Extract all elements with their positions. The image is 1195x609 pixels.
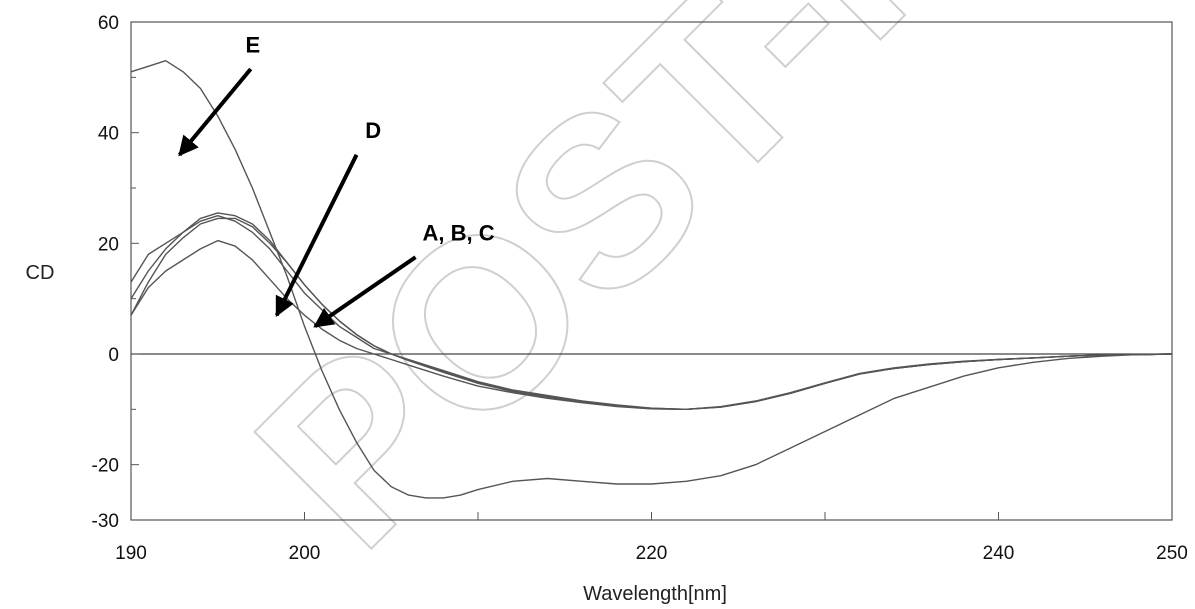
- chart-annotation-layer: E D A, B, C: [178, 32, 495, 328]
- y-tick-label: -30: [92, 511, 119, 532]
- x-tick-label: 190: [115, 543, 147, 564]
- series-line-5: [130, 239, 1173, 410]
- annotation-label-1: E: [246, 32, 261, 57]
- annotation-label-2: D: [365, 118, 381, 143]
- annotation-label-3: A, B, C: [422, 221, 494, 246]
- x-tick-label: 220: [636, 543, 668, 564]
- y-tick-label: -20: [92, 456, 119, 477]
- y-tick-label: 20: [98, 234, 119, 255]
- annotation-arrow-1: [178, 67, 253, 157]
- chart-series-layer: [130, 60, 1173, 499]
- x-tick-label: 200: [289, 543, 321, 564]
- y-tick-label: 40: [98, 124, 119, 145]
- series-line-1: [130, 60, 1173, 499]
- x-tick-label: 240: [983, 543, 1015, 564]
- annotation-arrow-2: [274, 153, 359, 318]
- annotation-arrow-3: [313, 255, 417, 328]
- x-axis-label: Wavelength[nm]: [583, 583, 727, 605]
- y-tick-label: 0: [108, 345, 119, 366]
- y-axis-label: CD: [26, 262, 55, 284]
- x-tick-label: 250: [1156, 543, 1188, 564]
- y-tick-label: 60: [98, 13, 119, 34]
